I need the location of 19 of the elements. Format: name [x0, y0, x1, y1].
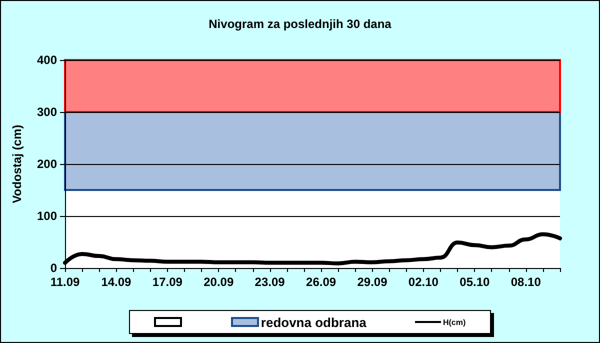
y-tick-label: 200: [36, 157, 58, 171]
x-tick-label: 11.09: [50, 275, 80, 289]
y-tick-label: 0: [50, 261, 58, 275]
chart-title: Nivogram za poslednjih 30 dana: [208, 17, 392, 31]
x-tick-label: 14.09: [101, 275, 132, 289]
x-tick-label: 05.10: [460, 275, 490, 289]
legend-label: redovna odbrana: [260, 314, 366, 330]
y-axis-title: Vodostaj (cm): [10, 124, 24, 204]
legend-label: H(cm): [442, 318, 466, 326]
x-tick-label: 08.10: [510, 275, 542, 289]
x-tick-label: 02.10: [408, 275, 439, 289]
x-tick-label: 26.09: [306, 275, 336, 289]
x-tick-label: 20.09: [204, 275, 234, 289]
y-tick-label: 300: [36, 105, 58, 119]
x-tick-label: 17.09: [152, 275, 183, 289]
y-tick-label: 100: [36, 209, 58, 223]
x-tick-label: 23.09: [254, 275, 286, 289]
x-tick-label: 29.09: [357, 275, 388, 289]
y-tick-label: 400: [36, 53, 58, 67]
